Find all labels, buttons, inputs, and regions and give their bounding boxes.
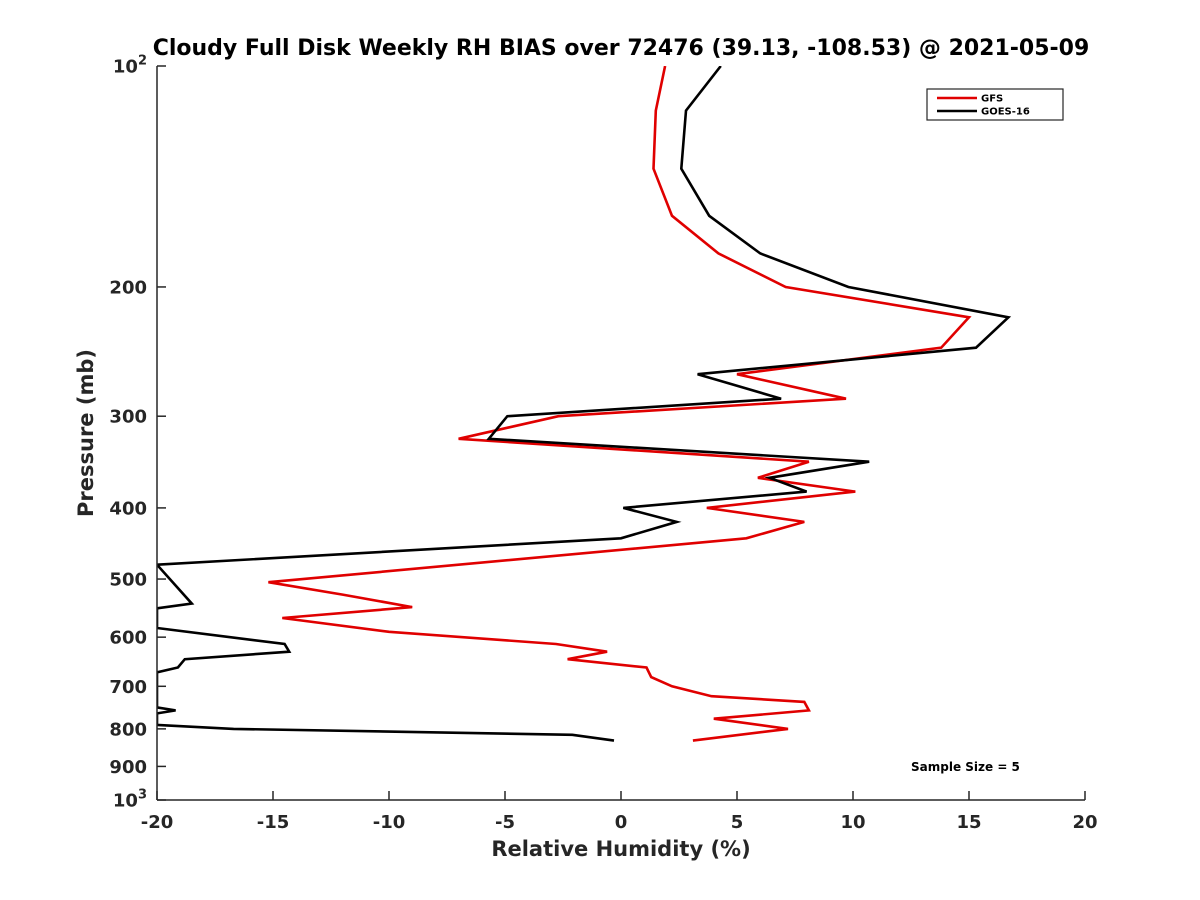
y-tick-label-power: 103 — [113, 788, 147, 812]
x-tick-label: 15 — [956, 812, 981, 833]
y-tick-label: 700 — [109, 677, 147, 698]
y-tick-label: 400 — [109, 498, 147, 519]
y-axis-label: Pressure (mb) — [74, 349, 98, 517]
chart-title: Cloudy Full Disk Weekly RH BIAS over 724… — [153, 36, 1090, 61]
x-tick-label: -15 — [257, 812, 290, 833]
y-tick-label: 500 — [109, 570, 147, 591]
series-line-gfs — [268, 66, 972, 742]
x-tick-label: 0 — [615, 812, 628, 833]
legend: GFS GOES-16 — [926, 88, 1064, 121]
y-tick-label: 200 — [109, 277, 147, 298]
y-tick-label-power: 102 — [113, 54, 147, 78]
y-tick-label: 600 — [109, 628, 147, 649]
legend-label-gfs: GFS — [981, 94, 1003, 105]
x-axis-label: Relative Humidity (%) — [491, 837, 750, 861]
x-tick-label: -10 — [373, 812, 406, 833]
x-tick-label: -20 — [141, 812, 174, 833]
x-ticks: -20 -15 -10 -5 0 5 10 15 20 — [141, 791, 1098, 833]
y-tick-label: 800 — [109, 719, 147, 740]
y-ticks: 102 200 300 400 500 600 700 800 900 103 — [109, 54, 166, 812]
y-tick-label: 300 — [109, 407, 147, 428]
series-layer — [157, 66, 1012, 742]
legend-label-goes16: GOES-16 — [981, 107, 1030, 118]
x-tick-label: 20 — [1072, 812, 1097, 833]
plot-area — [157, 66, 1085, 800]
legend-box — [926, 88, 1064, 121]
sample-size-annotation: Sample Size = 5 — [911, 760, 1020, 774]
series-line-goes-16 — [157, 66, 1012, 742]
x-tick-label: -5 — [495, 812, 515, 833]
x-tick-label: 5 — [731, 812, 744, 833]
y-tick-label: 900 — [109, 757, 147, 778]
x-tick-label: 10 — [840, 812, 865, 833]
